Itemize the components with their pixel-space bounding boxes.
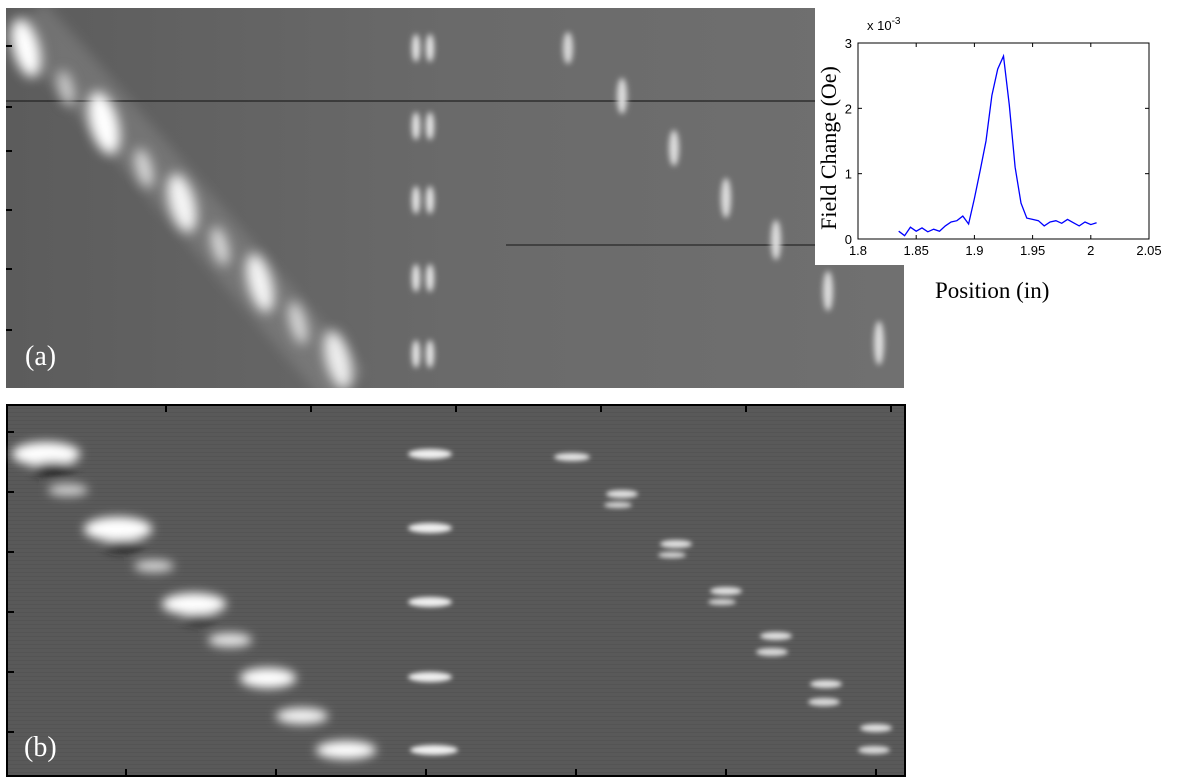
inset-line-chart: 1.8 1.85 1.9 1.95 2 2.05 0 1 2 3 Field Change (Oe… — [815, 8, 1185, 308]
x-tick-label: 1.9 — [965, 243, 983, 258]
series-line — [898, 53, 1097, 237]
y-tick-label: 0 — [845, 232, 852, 247]
y-tick-label: 3 — [845, 36, 852, 51]
x-tick-label: 1.8 — [849, 243, 867, 258]
y-axis-label: Field Change (Oe) — [816, 66, 841, 230]
y-exponent: -3 — [892, 16, 901, 27]
y-multiplier: x 10 — [867, 18, 892, 33]
y-tick-label: 1 — [845, 167, 852, 182]
y-tick-label: 2 — [845, 101, 852, 116]
panel-b-label: (b) — [24, 732, 57, 763]
x-tick-label: 1.95 — [1020, 243, 1045, 258]
panel-a-label: (a) — [25, 341, 57, 372]
field-image-a — [6, 8, 904, 388]
x-tick-label: 1.85 — [904, 243, 929, 258]
field-image-b — [6, 404, 906, 777]
x-tick-label: 2 — [1087, 243, 1094, 258]
plot-frame — [857, 42, 1150, 240]
y-multiplier-text: x 10-3 — [867, 16, 901, 33]
x-axis-label: Position (in) — [935, 278, 1050, 303]
x-tick-label: 2.05 — [1136, 243, 1161, 258]
